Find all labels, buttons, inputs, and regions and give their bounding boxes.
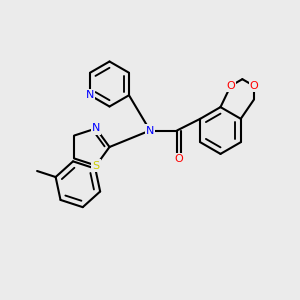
Text: O: O: [174, 154, 183, 164]
Text: N: N: [86, 90, 94, 100]
Text: S: S: [92, 160, 100, 170]
Text: N: N: [92, 124, 100, 134]
Text: N: N: [146, 125, 154, 136]
Text: O: O: [250, 81, 258, 91]
Text: O: O: [226, 81, 235, 91]
